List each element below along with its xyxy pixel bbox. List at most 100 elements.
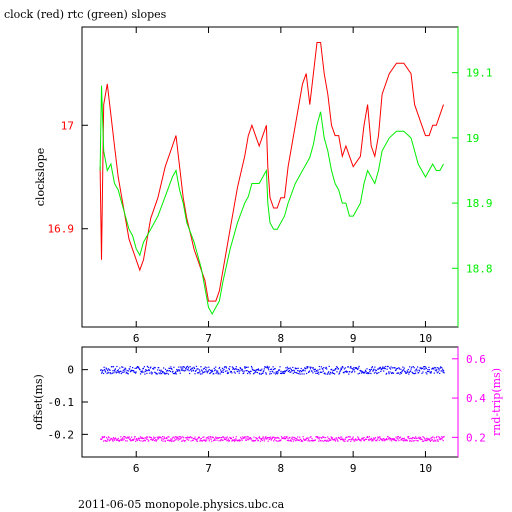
scatter-point: [264, 437, 266, 439]
scatter-point: [107, 438, 109, 440]
scatter-point: [325, 366, 327, 368]
scatter-point: [217, 373, 219, 375]
scatter-point: [306, 367, 309, 369]
scatter-point: [112, 437, 115, 439]
scatter-point: [211, 370, 213, 372]
scatter-point: [427, 369, 429, 371]
footer-text: 2011-06-05 monopole.physics.ubc.ca: [78, 498, 285, 511]
scatter-point: [111, 439, 114, 441]
scatter-point: [339, 437, 341, 439]
scatter-point: [136, 440, 139, 442]
scatter-point: [148, 369, 150, 371]
scatter-point: [365, 370, 367, 373]
scatter-point: [246, 366, 248, 368]
scatter-point: [207, 438, 209, 440]
scatter-point: [285, 437, 287, 439]
scatter-point: [132, 439, 134, 441]
scatter-point: [259, 437, 261, 439]
top-chart: 16.9 17 18.8 18.9 19 19.1 6 7 8 9 10 clockslope: [34, 26, 493, 345]
scatter-point: [130, 371, 132, 373]
scatter-point: [317, 436, 319, 438]
scatter-point: [287, 439, 289, 441]
scatter-point: [431, 437, 433, 439]
scatter-point: [147, 370, 149, 372]
scatter-point: [184, 439, 186, 442]
scatter-point: [179, 370, 181, 372]
y2-tick-label-1: 18.9: [466, 197, 493, 210]
scatter-point: [195, 369, 197, 372]
scatter-point: [187, 436, 189, 438]
scatter-point: [263, 440, 265, 442]
scatter-point: [316, 436, 318, 438]
scatter-point: [113, 439, 115, 441]
scatter-point: [175, 439, 177, 441]
scatter-point: [424, 368, 426, 370]
scatter-point: [255, 437, 257, 439]
x-tick-label-0: 6: [133, 462, 140, 475]
scatter-point: [443, 370, 445, 372]
scatter-point: [144, 440, 146, 442]
scatter-point: [364, 371, 366, 373]
scatter-point: [128, 370, 130, 372]
scatter-point: [140, 437, 143, 439]
scatter-point: [394, 367, 396, 369]
scatter-point: [398, 440, 400, 442]
scatter-point: [437, 371, 439, 373]
scatter-point: [416, 437, 418, 439]
scatter-point: [361, 438, 363, 440]
scatter-point: [179, 438, 181, 440]
scatter-point: [244, 367, 246, 369]
scatter-point: [411, 366, 413, 368]
scatter-point: [319, 368, 321, 370]
scatter-point: [205, 437, 207, 439]
scatter-point: [315, 372, 317, 374]
scatter-point: [248, 370, 250, 373]
scatter-point: [175, 373, 177, 375]
scatter-point: [404, 439, 406, 441]
scatter-point: [211, 440, 213, 442]
scatter-point: [276, 437, 278, 439]
scatter-point: [393, 439, 395, 441]
scatter-point: [241, 368, 243, 370]
scatter-point: [159, 373, 161, 375]
scatter-point: [195, 439, 197, 441]
scatter-point: [300, 370, 302, 372]
scatter-point: [354, 371, 356, 373]
scatter-point: [339, 369, 342, 371]
scatter-point: [417, 440, 419, 442]
bottom-series-group: [100, 365, 445, 442]
scatter-point: [316, 370, 318, 372]
scatter-point: [234, 372, 236, 374]
scatter-point: [197, 437, 199, 440]
scatter-point: [422, 436, 424, 438]
scatter-point: [358, 438, 360, 440]
scatter-point: [177, 370, 179, 372]
scatter-point: [163, 367, 165, 369]
scatter-point: [215, 366, 217, 368]
scatter-point: [264, 366, 266, 368]
scatter-point: [317, 369, 319, 371]
scatter-point: [392, 372, 395, 374]
scatter-point: [422, 366, 425, 368]
scatter-point: [199, 371, 201, 373]
scatter-point: [277, 440, 280, 442]
scatter-point: [304, 439, 306, 441]
scatter-point: [321, 371, 323, 373]
scatter-point: [123, 438, 125, 440]
scatter-point: [372, 369, 374, 371]
scatter-point: [363, 439, 365, 441]
scatter-point: [242, 437, 244, 440]
scatter-point: [418, 372, 420, 374]
scatter-point: [443, 372, 445, 374]
scatter-point: [386, 439, 388, 441]
scatter-point: [441, 367, 443, 369]
scatter-point: [165, 370, 168, 372]
scatter-point: [283, 371, 285, 373]
scatter-point: [172, 436, 174, 438]
scatter-point: [161, 439, 163, 441]
scatter-point: [264, 438, 266, 440]
scatter-point: [436, 372, 438, 374]
scatter-point: [232, 368, 234, 370]
scatter-point: [105, 367, 107, 369]
scatter-point: [392, 438, 394, 441]
